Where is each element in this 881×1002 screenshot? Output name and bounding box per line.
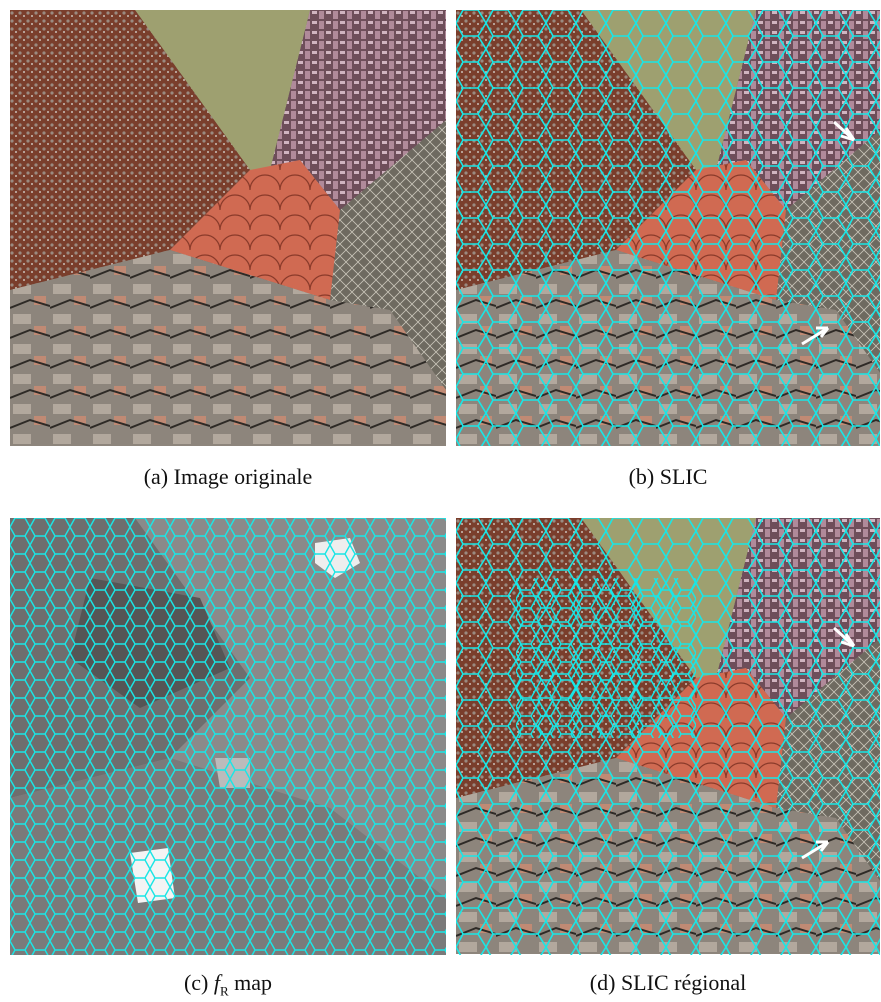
fr-map (10, 518, 446, 955)
regional-slic-image (456, 518, 880, 955)
caption: (d) SLIC régional (450, 970, 881, 996)
slic-image (456, 10, 880, 446)
caption-text: map (234, 970, 272, 995)
caption-label: (d) (590, 970, 616, 995)
caption: (a) Image originale (10, 464, 446, 490)
caption-text: Image originale (174, 464, 313, 489)
caption-text: SLIC régional (621, 970, 746, 995)
caption: (c) fR map (10, 970, 446, 999)
caption-label: (c) (184, 970, 208, 995)
figure: (a) Image originale (b) SLIC (c) fR map … (0, 0, 881, 1002)
caption-label: (b) (629, 464, 655, 489)
original-image (10, 10, 446, 446)
caption-subscript: R (220, 983, 229, 998)
caption-text: SLIC (660, 464, 708, 489)
caption: (b) SLIC (450, 464, 881, 490)
caption-label: (a) (144, 464, 168, 489)
